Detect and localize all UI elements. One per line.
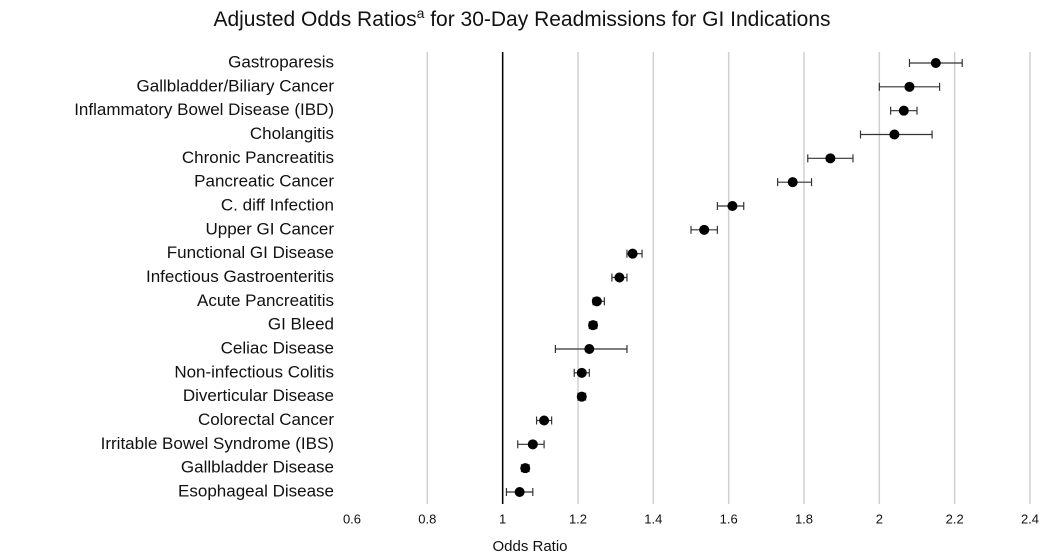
category-label: Functional GI Disease (167, 243, 334, 262)
category-label: C. diff Infection (221, 195, 334, 214)
category-label: Gallbladder/Biliary Cancer (137, 76, 335, 95)
x-tick-label: 1.2 (569, 511, 587, 526)
category-label: Diverticular Disease (183, 386, 334, 405)
point (576, 391, 587, 402)
title-main: Adjusted Odds Ratios (213, 8, 416, 31)
point (591, 296, 602, 307)
point (699, 224, 710, 235)
point (514, 487, 525, 497)
x-tick-label: 1.6 (720, 511, 738, 526)
x-tick-label: 2.4 (1021, 511, 1039, 526)
category-label: Acute Pancreatitis (197, 291, 334, 310)
point (588, 320, 599, 331)
x-axis-label: Odds Ratio (492, 538, 567, 555)
category-label: Esophageal Disease (178, 481, 334, 500)
point (727, 201, 738, 211)
point (584, 344, 595, 354)
point (627, 248, 638, 259)
category-label: Chronic Pancreatitis (182, 148, 334, 167)
point (520, 463, 531, 474)
point (904, 81, 915, 92)
title-superscript: a (417, 5, 425, 21)
point (898, 105, 909, 116)
category-label: Gallbladder Disease (181, 458, 334, 477)
x-tick-label: 1.4 (644, 511, 662, 526)
category-label: Upper GI Cancer (206, 219, 335, 238)
category-label: Infectious Gastroenteritis (146, 267, 334, 286)
category-label: GI Bleed (268, 315, 334, 334)
point (614, 272, 625, 283)
point (527, 439, 538, 450)
title-rest: for 30-Day Readmissions for GI Indicatio… (424, 8, 830, 31)
category-label: Pancreatic Cancer (194, 172, 334, 191)
chart-title: Adjusted Odds Ratiosa for 30-Day Readmis… (213, 5, 830, 31)
point (930, 58, 941, 68)
category-label: Irritable Bowel Syndrome (IBS) (101, 434, 334, 453)
point (787, 177, 798, 188)
category-label: Non-infectious Colitis (174, 362, 334, 381)
category-label: Inflammatory Bowel Disease (IBD) (74, 100, 334, 119)
x-tick-label: 0.8 (418, 511, 436, 526)
x-tick-label: 1 (499, 511, 506, 526)
x-tick-label: 2 (876, 511, 883, 526)
category-label: Gastroparesis (228, 52, 334, 71)
x-tick-label: 2.2 (946, 511, 964, 526)
category-label: Cholangitis (250, 124, 334, 143)
x-tick-label: 1.8 (795, 511, 813, 526)
category-label: Colorectal Cancer (198, 410, 334, 429)
category-label: Celiac Disease (221, 338, 334, 357)
point (889, 129, 900, 140)
point (576, 367, 587, 378)
point (539, 415, 550, 426)
x-tick-label: 0.6 (343, 511, 361, 526)
point (825, 153, 836, 164)
